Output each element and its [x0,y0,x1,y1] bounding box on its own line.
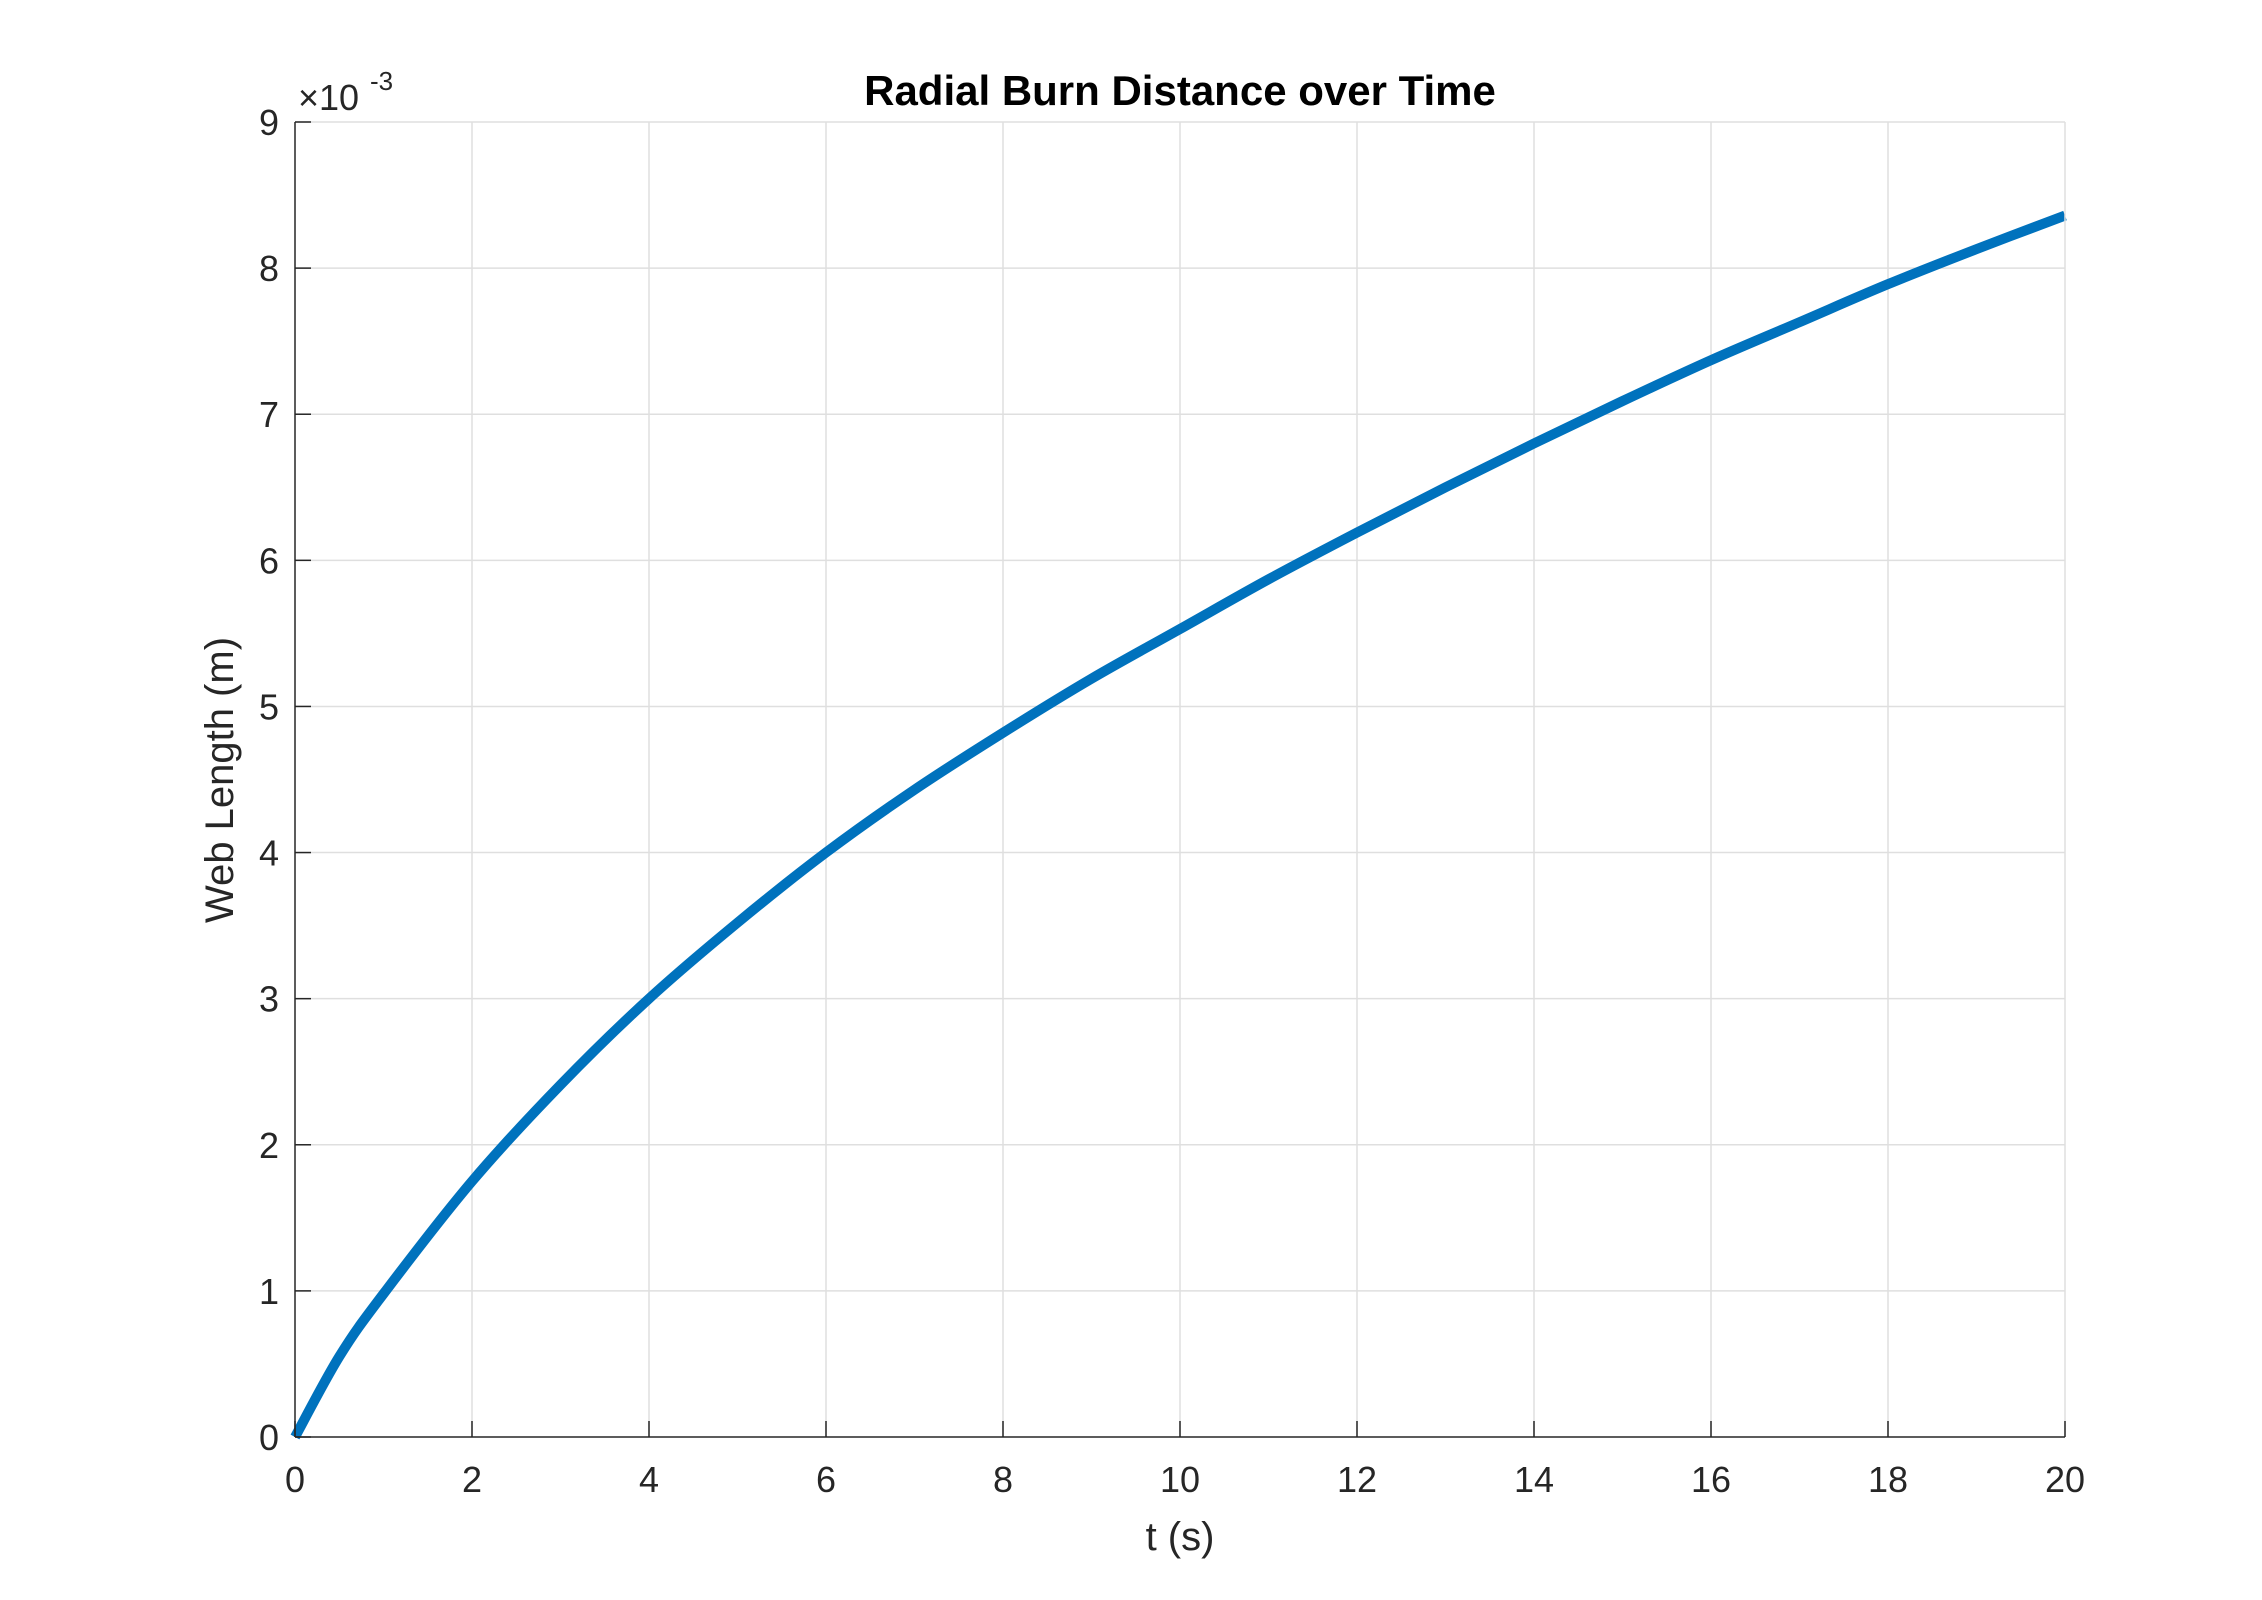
x-tick-label: 0 [285,1459,305,1500]
x-tick-label: 18 [1868,1459,1908,1500]
y-tick-label: 3 [259,979,279,1020]
x-tick-label: 10 [1160,1459,1200,1500]
y-tick-label: 0 [259,1417,279,1458]
y-exponent: ×10 -3 [298,66,393,118]
chart-title: Radial Burn Distance over Time [864,67,1496,114]
y-exponent-base: ×10 [298,77,359,118]
y-exponent-power: -3 [370,66,393,96]
y-axis-label: Web Length (m) [198,637,242,923]
x-tick-label: 8 [993,1459,1013,1500]
x-tick-label: 20 [2045,1459,2085,1500]
y-tick-label: 4 [259,833,279,874]
y-tick-labels: 0 1 2 3 4 5 6 7 8 9 [259,102,279,1458]
grid-lines [295,122,2065,1437]
y-tick-label: 7 [259,394,279,435]
y-tick-label: 5 [259,686,279,727]
x-tick-labels: 0 2 4 6 8 10 12 14 16 18 20 [285,1459,2085,1500]
x-tick-label: 14 [1514,1459,1554,1500]
tick-marks [294,121,2066,1438]
data-series [290,210,2067,1440]
x-tick-label: 6 [816,1459,836,1500]
series-line [290,210,2067,1440]
y-tick-label: 6 [259,540,279,581]
x-tick-label: 4 [639,1459,659,1500]
y-tick-label: 2 [259,1125,279,1166]
x-axis-label: t (s) [1146,1515,1215,1559]
y-tick-label: 8 [259,248,279,289]
x-tick-label: 2 [462,1459,482,1500]
x-tick-label: 12 [1337,1459,1377,1500]
x-tick-label: 16 [1691,1459,1731,1500]
y-tick-label: 1 [259,1271,279,1312]
y-tick-label: 9 [259,102,279,143]
